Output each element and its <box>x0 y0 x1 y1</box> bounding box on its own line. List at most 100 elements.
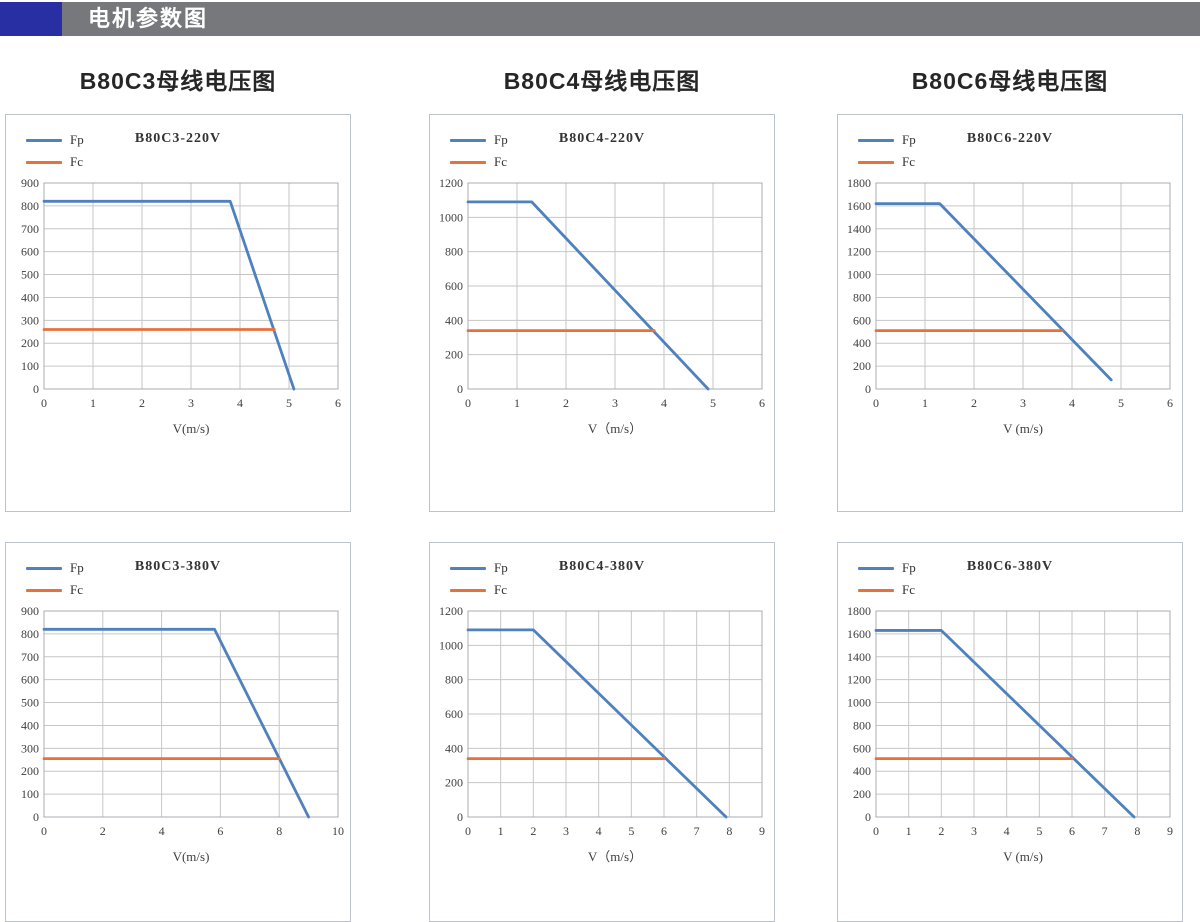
svg-text:1400: 1400 <box>847 222 871 236</box>
svg-text:1200: 1200 <box>847 245 871 259</box>
svg-text:9: 9 <box>759 824 765 838</box>
fc-legend-label: Fc <box>70 582 83 597</box>
fp-line-swatch <box>450 566 486 570</box>
chart-svg: 0 200 400 600 800 1000 1200 1400 1600 1800 0 1 2 3 4 5 6… <box>847 176 1173 436</box>
svg-text:7: 7 <box>694 824 700 838</box>
chart-card-b80c4-380v: Fp Fc B80C4-380V 0 200 400 600 800 1000 1200 0 1… <box>429 542 775 922</box>
svg-text:4: 4 <box>1004 824 1010 838</box>
svg-text:900: 900 <box>21 179 39 190</box>
svg-text:300: 300 <box>21 313 39 327</box>
chart-card-b80c6-380v: Fp Fc B80C6-380V 0 200 400 600 800 1000 1200 14… <box>837 542 1183 922</box>
svg-text:1: 1 <box>922 396 928 410</box>
svg-text:200: 200 <box>445 776 463 790</box>
svg-text:300: 300 <box>21 741 39 755</box>
svg-text:9: 9 <box>1167 824 1173 838</box>
fc-legend-label: Fc <box>902 154 915 169</box>
svg-text:0: 0 <box>873 396 879 410</box>
chart-plot: 0 100 200 300 400 500 600 700 800 900 0 1 2 3 4 5 6 V(m/s… <box>8 176 350 452</box>
svg-text:500: 500 <box>21 696 39 710</box>
svg-text:0: 0 <box>41 824 47 838</box>
svg-text:600: 600 <box>853 741 871 755</box>
svg-text:400: 400 <box>853 336 871 350</box>
chart-svg: 0 200 400 600 800 1000 1200 0 1 2 3 4 5 6 V（m/s） <box>439 176 765 436</box>
svg-text:8: 8 <box>1134 824 1140 838</box>
svg-text:3: 3 <box>563 824 569 838</box>
svg-text:4: 4 <box>1069 396 1075 410</box>
chart-plot: 0 200 400 600 800 1000 1200 0 1 2 3 4 5 6 7 8 9 V（m/s） <box>432 604 774 880</box>
chart-card-b80c3-380v: Fp Fc B80C3-380V 0 100 200 300 400 500 600 700 8… <box>5 542 351 922</box>
svg-text:1200: 1200 <box>439 607 463 618</box>
svg-text:2: 2 <box>139 396 145 410</box>
svg-text:600: 600 <box>853 313 871 327</box>
svg-text:400: 400 <box>445 313 463 327</box>
svg-text:2: 2 <box>100 824 106 838</box>
svg-text:400: 400 <box>853 764 871 778</box>
fp-legend-label: Fp <box>494 560 508 575</box>
fc-legend-label: Fc <box>494 582 507 597</box>
chart-legend: Fp Fc <box>858 557 916 601</box>
fc-line-swatch <box>858 588 894 592</box>
svg-text:2: 2 <box>563 396 569 410</box>
fc-line-swatch <box>450 588 486 592</box>
svg-text:0: 0 <box>457 382 463 396</box>
fp-legend-label: Fp <box>70 560 84 575</box>
svg-text:600: 600 <box>445 707 463 721</box>
svg-text:200: 200 <box>853 787 871 801</box>
svg-text:V(m/s): V(m/s) <box>173 849 210 864</box>
svg-text:5: 5 <box>1118 396 1124 410</box>
fc-legend-label: Fc <box>70 154 83 169</box>
svg-text:200: 200 <box>21 336 39 350</box>
page-title: 电机参数图 <box>88 6 209 31</box>
fp-line-swatch <box>858 566 894 570</box>
chart-legend: Fp Fc <box>26 557 84 601</box>
svg-text:1800: 1800 <box>847 607 871 618</box>
fp-legend-label: Fp <box>902 560 916 575</box>
svg-text:3: 3 <box>188 396 194 410</box>
svg-text:1000: 1000 <box>439 638 463 652</box>
fp-line-swatch <box>26 138 62 142</box>
svg-text:0: 0 <box>465 396 471 410</box>
svg-text:10: 10 <box>332 824 344 838</box>
svg-text:5: 5 <box>1036 824 1042 838</box>
svg-text:900: 900 <box>21 607 39 618</box>
chart-title: B80C4-220V <box>558 131 646 146</box>
svg-text:1800: 1800 <box>847 179 871 190</box>
fp-line-swatch <box>450 138 486 142</box>
chart-plot: 0 200 400 600 800 1000 1200 0 1 2 3 4 5 6 V（m/s） <box>432 176 774 452</box>
chart-title: B80C3-380V <box>134 559 222 574</box>
svg-text:800: 800 <box>853 290 871 304</box>
svg-text:1600: 1600 <box>847 199 871 213</box>
fc-line-swatch <box>858 160 894 164</box>
svg-text:700: 700 <box>21 650 39 664</box>
svg-text:1: 1 <box>514 396 520 410</box>
svg-text:5: 5 <box>628 824 634 838</box>
svg-text:0: 0 <box>41 396 47 410</box>
header-bar: 电机参数图 <box>62 2 1200 36</box>
chart-legend: Fp Fc <box>858 129 916 173</box>
svg-text:6: 6 <box>217 824 223 838</box>
fp-legend-label: Fp <box>494 132 508 147</box>
chart-legend: Fp Fc <box>26 129 84 173</box>
svg-text:200: 200 <box>21 764 39 778</box>
svg-text:0: 0 <box>33 810 39 824</box>
chart-title: B80C4-380V <box>558 559 646 574</box>
svg-text:0: 0 <box>465 824 471 838</box>
svg-text:6: 6 <box>335 396 341 410</box>
chart-card-b80c4-220v: Fp Fc B80C4-220V 0 200 400 600 800 1000 1200 0 1… <box>429 114 775 512</box>
svg-text:400: 400 <box>445 741 463 755</box>
chart-row-220v: Fp Fc B80C3-220V 0 100 200 300 400 500 600 700 8… <box>0 114 1200 512</box>
chart-plot: 0 100 200 300 400 500 600 700 800 900 0 2 4 6 8 10 V(m/s… <box>8 604 350 880</box>
svg-text:1: 1 <box>498 824 504 838</box>
svg-text:4: 4 <box>661 396 667 410</box>
svg-text:1000: 1000 <box>847 696 871 710</box>
svg-text:800: 800 <box>853 718 871 732</box>
svg-text:100: 100 <box>21 359 39 373</box>
svg-text:800: 800 <box>21 627 39 641</box>
chart-title: B80C6-380V <box>966 559 1054 574</box>
chart-title: B80C6-220V <box>966 131 1054 146</box>
chart-svg: 0 200 400 600 800 1000 1200 1400 1600 1800 0 1 2 3 4 5 6… <box>847 604 1173 864</box>
svg-text:0: 0 <box>873 824 879 838</box>
svg-text:V(m/s): V(m/s) <box>173 421 210 436</box>
svg-text:4: 4 <box>596 824 602 838</box>
svg-text:1600: 1600 <box>847 627 871 641</box>
